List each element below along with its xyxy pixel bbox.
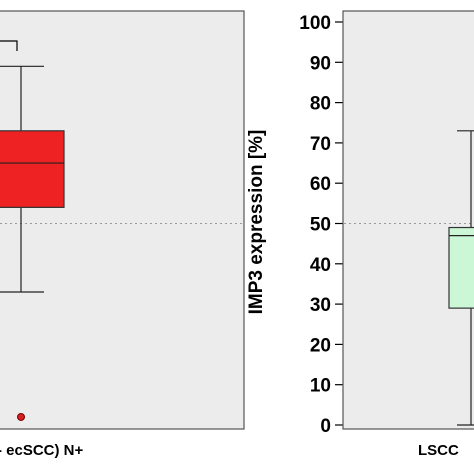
y-tick-label: 40 bbox=[310, 255, 331, 276]
y-axis-ticks: 0 10 20 30 40 50 60 70 80 90 100 bbox=[299, 13, 343, 437]
right-iqr-box bbox=[448, 226, 474, 309]
y-tick-label: 20 bbox=[310, 335, 331, 356]
y-tick-label: 50 bbox=[310, 215, 331, 236]
y-tick-label: 100 bbox=[299, 13, 331, 34]
left-category-label: - ecSCC) N+ bbox=[0, 442, 84, 459]
y-tick-label: 10 bbox=[310, 376, 331, 397]
left-outlier-point bbox=[17, 412, 25, 421]
right-panel: IMP3 expression [%] 0 10 20 30 40 50 60 70 80 90 1… bbox=[246, 10, 474, 459]
left-plot-area bbox=[0, 10, 245, 430]
left-panel: - ecSCC) N+ bbox=[0, 10, 245, 459]
y-tick-label: 90 bbox=[310, 53, 331, 74]
right-plot-area bbox=[342, 10, 474, 430]
y-axis-label: IMP3 expression [%] bbox=[246, 130, 267, 315]
y-tick-label: 80 bbox=[310, 94, 331, 115]
y-tick-label: 30 bbox=[310, 295, 331, 316]
left-boxplot bbox=[0, 65, 65, 421]
y-tick-label: 70 bbox=[310, 134, 331, 155]
left-iqr-box bbox=[0, 130, 65, 208]
y-tick-label: 60 bbox=[310, 174, 331, 195]
right-category-label: LSCC bbox=[418, 442, 459, 459]
y-tick-label: 0 bbox=[320, 416, 331, 437]
right-boxplot bbox=[448, 130, 474, 426]
left-significance-bracket bbox=[0, 40, 18, 51]
